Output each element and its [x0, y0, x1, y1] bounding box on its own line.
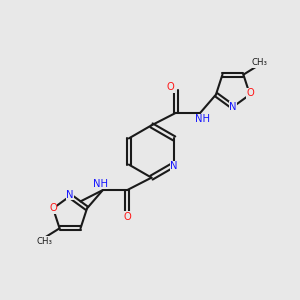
Text: N: N	[229, 102, 237, 112]
Text: O: O	[246, 88, 254, 98]
Text: N: N	[66, 190, 74, 200]
Text: O: O	[49, 203, 57, 213]
Text: N: N	[170, 161, 178, 171]
Text: O: O	[167, 82, 174, 92]
Text: CH₃: CH₃	[37, 237, 53, 246]
Text: NH: NH	[93, 178, 108, 189]
Text: CH₃: CH₃	[251, 58, 267, 67]
Text: O: O	[123, 212, 131, 222]
Text: NH: NH	[195, 114, 210, 124]
